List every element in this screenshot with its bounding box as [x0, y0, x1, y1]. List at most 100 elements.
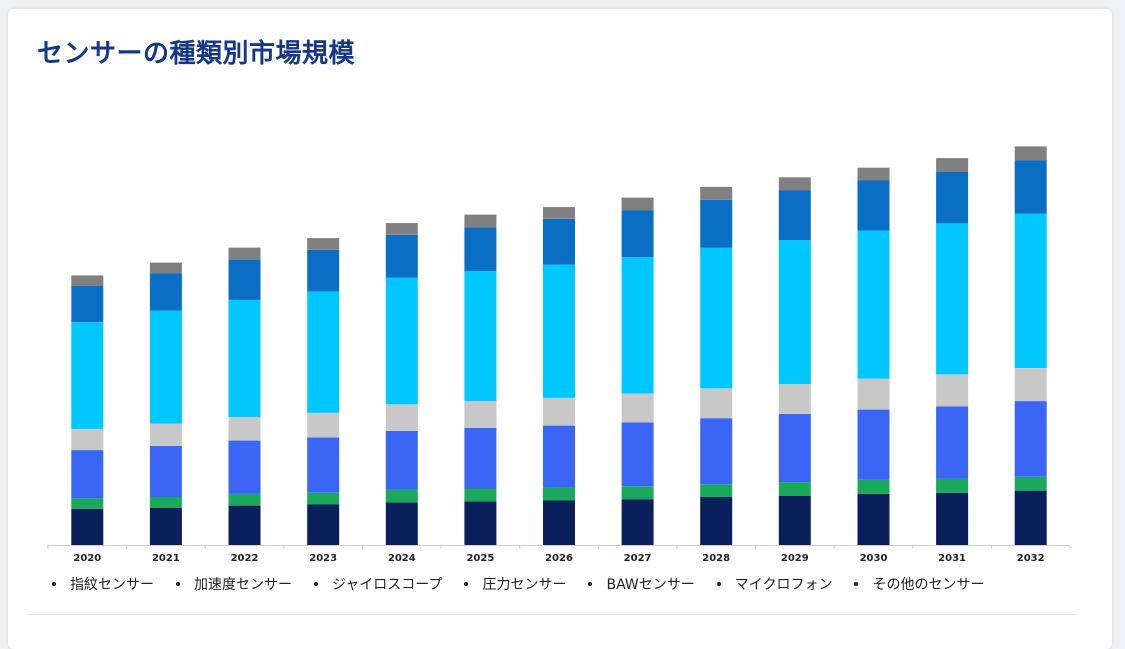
- bar-segment: [464, 427, 497, 489]
- bar-segment: [1014, 490, 1047, 545]
- x-tick-label: 2028: [702, 553, 730, 564]
- bar-segment: [621, 210, 654, 258]
- bar-segment: [149, 273, 182, 311]
- bar-segment: [307, 249, 340, 292]
- bar-segment: [228, 259, 261, 300]
- bullet-icon: [314, 582, 318, 586]
- bar-segment: [857, 180, 890, 231]
- bar-segment: [700, 247, 733, 389]
- bar-segment: [385, 223, 418, 235]
- bar-segment: [71, 450, 104, 499]
- bar-segment: [307, 291, 340, 413]
- legend: 指紋センサー 加速度センサー ジャイロスコープ 圧力センサー BAWセンサー マイクロフォ…: [52, 574, 1092, 594]
- x-tick-label: 2031: [938, 553, 966, 564]
- bar-segment: [464, 401, 497, 428]
- legend-label: 圧力センサー: [482, 577, 567, 593]
- bar-segment: [1014, 368, 1047, 402]
- bar-segment: [936, 158, 969, 172]
- legend-item: その他のセンサー: [854, 574, 984, 594]
- bar-segment: [936, 492, 969, 545]
- bar-segment: [857, 493, 890, 545]
- bar-segment: [228, 505, 261, 545]
- x-tick-label: 2029: [781, 553, 809, 564]
- bar-segment: [464, 214, 497, 228]
- bar-segment: [71, 286, 104, 323]
- bar-segment: [71, 322, 104, 429]
- bar-segment: [464, 501, 497, 545]
- bar-segment: [71, 508, 104, 545]
- bar-segment: [543, 218, 575, 265]
- x-tick-label: 2024: [388, 553, 416, 564]
- legend-label: BAWセンサー: [606, 577, 695, 593]
- bar-segment: [385, 404, 418, 431]
- bar-segment: [543, 500, 575, 545]
- bar-segment: [621, 486, 654, 500]
- bar-segment: [621, 422, 654, 487]
- bullet-icon: [854, 582, 859, 586]
- legend-item: 加速度センサー: [176, 574, 292, 594]
- bars-layer: [71, 146, 1047, 545]
- bar-segment: [857, 230, 890, 379]
- bullet-icon: [52, 582, 56, 586]
- bar-segment: [778, 413, 811, 483]
- bar-segment: [857, 378, 890, 410]
- legend-item: 圧力センサー: [464, 574, 566, 594]
- legend-label: 指紋センサー: [70, 577, 154, 593]
- bar-segment: [1014, 476, 1047, 491]
- stacked-bar-chart: 2020 2021 2022 2023 2024 2025 2026 2027 2028 2029…: [47, 146, 1071, 564]
- bullet-icon: [176, 582, 180, 586]
- bar-segment: [149, 497, 182, 508]
- bullet-icon: [716, 582, 721, 586]
- bar-segment: [385, 489, 418, 503]
- bar-segment: [936, 223, 969, 375]
- bar-segment: [228, 299, 261, 418]
- legend-item: ジャイロスコープ: [314, 574, 442, 594]
- legend-item: BAWセンサー: [588, 574, 695, 594]
- bar-segment: [307, 437, 340, 493]
- bar-segment: [71, 428, 104, 451]
- bar-segment: [543, 207, 575, 219]
- bar-segment: [307, 504, 340, 545]
- legend-label: マイクロフォン: [734, 577, 833, 593]
- bar-segment: [385, 502, 418, 545]
- bar-segment: [228, 247, 261, 260]
- bar-segment: [621, 197, 654, 211]
- bar-segment: [1014, 160, 1047, 214]
- x-tick-label: 2023: [309, 553, 337, 564]
- bar-segment: [778, 240, 811, 385]
- bar-segment: [385, 277, 418, 405]
- bar-segment: [543, 264, 575, 398]
- bar-segment: [228, 417, 261, 441]
- bullet-icon: [588, 582, 593, 586]
- bar-segment: [700, 186, 733, 200]
- bar-segment: [149, 507, 182, 545]
- bar-segment: [778, 482, 811, 496]
- x-tick-label: 2022: [231, 553, 259, 564]
- legend-label: 加速度センサー: [194, 577, 292, 593]
- legend-label: その他のセンサー: [872, 577, 985, 593]
- bar-segment: [149, 445, 182, 498]
- bar-segment: [857, 409, 890, 480]
- bar-segment: [307, 412, 340, 438]
- bar-segment: [1014, 213, 1047, 368]
- bar-segment: [700, 388, 733, 419]
- legend-item: マイクロフォン: [716, 574, 833, 594]
- bar-segment: [936, 478, 969, 493]
- bar-segment: [778, 190, 811, 241]
- bar-segment: [621, 257, 654, 394]
- divider: [28, 614, 1076, 615]
- bar-segment: [543, 397, 575, 426]
- bar-segment: [71, 275, 104, 287]
- bar-segment: [149, 262, 182, 274]
- bar-segment: [857, 480, 890, 494]
- bar-segment: [464, 227, 497, 272]
- bar-segment: [700, 418, 733, 485]
- bar-segment: [228, 493, 261, 506]
- bar-segment: [464, 488, 497, 502]
- bar-segment: [464, 271, 497, 402]
- legend-label: ジャイロスコープ: [332, 577, 443, 593]
- x-tick-label: 2021: [152, 553, 180, 564]
- x-tick-label: 2032: [1017, 553, 1045, 564]
- bar-segment: [543, 487, 575, 501]
- bar-segment: [778, 496, 811, 545]
